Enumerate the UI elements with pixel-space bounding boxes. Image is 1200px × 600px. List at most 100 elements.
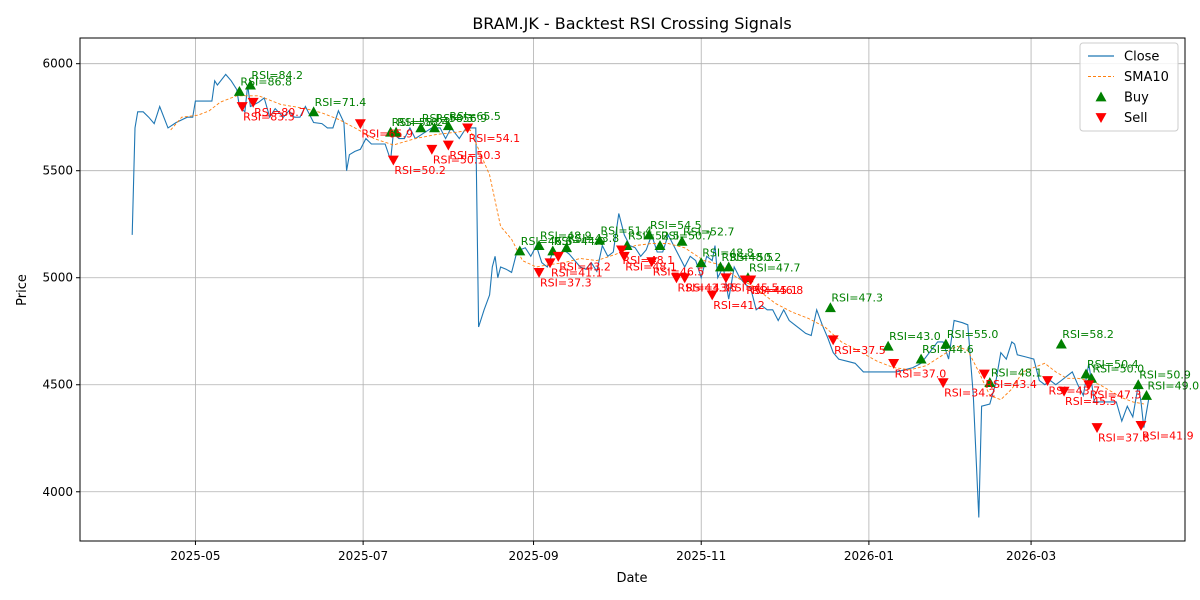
buy-rsi-label: RSI=47.3 bbox=[831, 292, 883, 305]
y-tick-label: 4000 bbox=[42, 485, 73, 499]
sell-marker bbox=[544, 258, 556, 269]
buy-rsi-label: RSI=58.3 bbox=[422, 112, 474, 125]
sell-marker bbox=[978, 369, 990, 380]
buy-marker bbox=[1055, 338, 1067, 349]
buy-rsi-label: RSI=48.5 bbox=[721, 251, 773, 264]
buy-rsi-label: RSI=71.4 bbox=[315, 96, 367, 109]
buy-marker bbox=[654, 240, 666, 251]
buy-marker bbox=[824, 302, 836, 313]
legend-buy-swatch bbox=[1095, 91, 1107, 102]
buy-marker bbox=[233, 86, 245, 96]
sell-rsi-label: RSI=80.7 bbox=[254, 106, 306, 119]
buy-marker bbox=[308, 106, 320, 117]
sell-marker bbox=[552, 251, 564, 262]
sell-marker bbox=[247, 97, 259, 108]
buy-rsi-label: RSI=50.9 bbox=[1139, 369, 1191, 382]
sell-rsi-label: RSI=34.2 bbox=[944, 387, 996, 400]
buy-marker bbox=[244, 79, 256, 90]
plot-frame bbox=[79, 37, 1186, 542]
sell-rsi-label: RSI=43.2 bbox=[559, 260, 611, 273]
buy-rsi-label: RSI=43.0 bbox=[889, 330, 941, 343]
buy-marker bbox=[643, 229, 655, 240]
buy-rsi-label: RSI=48.9 bbox=[540, 230, 592, 243]
sell-rsi-label: RSI=50.1 bbox=[433, 153, 485, 166]
buy-marker bbox=[1141, 389, 1153, 400]
sell-rsi-label: RSI=37.5 bbox=[834, 344, 886, 357]
buy-rsi-label: RSI=47.7 bbox=[749, 262, 801, 275]
buy-marker bbox=[1080, 368, 1092, 379]
x-axis-label: Date bbox=[616, 571, 647, 586]
legend-sell-swatch bbox=[1095, 113, 1107, 123]
buy-rsi-label: RSI=50.4 bbox=[1087, 358, 1139, 371]
buy-marker bbox=[915, 353, 927, 364]
sell-marker bbox=[706, 290, 718, 301]
buy-marker bbox=[723, 261, 735, 272]
sell-marker bbox=[442, 140, 454, 151]
sell-marker bbox=[426, 144, 438, 155]
chart-title: BRAM.JK - Backtest RSI Crossing Signals bbox=[472, 14, 791, 33]
buy-rsi-label: RSI=44.6 bbox=[922, 343, 974, 356]
sell-rsi-label: RSI=45.5 bbox=[727, 282, 779, 295]
sell-marker bbox=[670, 273, 682, 284]
sell-rsi-label: RSI=43.5 bbox=[686, 282, 738, 295]
buy-marker bbox=[714, 261, 726, 272]
buy-marker bbox=[561, 242, 573, 253]
sell-rsi-label: RSI=50.3 bbox=[449, 149, 501, 162]
buy-marker bbox=[1086, 372, 1098, 383]
sell-rsi-label: RSI=46.8 bbox=[752, 284, 804, 297]
legend-label: Sell bbox=[1124, 111, 1147, 126]
sell-marker bbox=[236, 102, 248, 112]
buy-rsi-label: RSI=48.8 bbox=[702, 247, 754, 260]
x-tick-label: 2025-07 bbox=[338, 549, 388, 563]
buy-rsi-label: RSI=65.5 bbox=[449, 110, 501, 123]
x-tick-label: 2025-11 bbox=[676, 549, 726, 563]
x-tick-label: 2025-09 bbox=[508, 549, 558, 563]
buy-marker bbox=[390, 126, 402, 137]
sell-marker bbox=[1083, 380, 1095, 391]
sell-rsi-label: RSI=45.1 bbox=[746, 284, 798, 297]
buy-rsi-label: RSI=51.4 bbox=[601, 224, 653, 237]
sell-rsi-label: RSI=50.2 bbox=[394, 164, 446, 177]
sell-marker bbox=[462, 123, 474, 134]
legend-label: Buy bbox=[1124, 91, 1149, 106]
sell-marker bbox=[937, 378, 949, 389]
y-axis-label: Price bbox=[15, 274, 30, 306]
buy-rsi-label: RSI=46.6 bbox=[521, 235, 573, 248]
buy-marker bbox=[514, 245, 526, 256]
buy-marker bbox=[429, 122, 441, 133]
buy-rsi-label: RSI=52.7 bbox=[683, 225, 735, 238]
sell-marker bbox=[1058, 386, 1070, 397]
sma10-line bbox=[170, 95, 1144, 405]
sell-rsi-label: RSI=37.8 bbox=[1098, 432, 1150, 445]
sell-marker bbox=[679, 273, 691, 284]
sell-rsi-label: RSI=65.9 bbox=[361, 128, 413, 141]
buy-marker bbox=[940, 338, 952, 349]
plot-content: RSI=86.8RSI=84.2RSI=71.4RSI=58.2RSI=58.4… bbox=[131, 69, 1199, 518]
buy-marker bbox=[533, 240, 545, 251]
sell-rsi-label: RSI=83.3 bbox=[243, 110, 295, 123]
y-tick-label: 6000 bbox=[42, 57, 73, 71]
sell-rsi-label: RSI=41.2 bbox=[713, 299, 765, 312]
sell-marker bbox=[827, 335, 839, 346]
sell-marker bbox=[888, 358, 900, 369]
y-tick-label: 4500 bbox=[42, 378, 73, 392]
y-axis-ticks: 4000 4500 5000 5500 6000 bbox=[42, 57, 80, 499]
sell-marker bbox=[616, 245, 628, 256]
sell-marker bbox=[387, 155, 399, 166]
buy-rsi-label: RSI=55.0 bbox=[947, 328, 999, 341]
buy-rsi-label: RSI=58.2 bbox=[1062, 328, 1114, 341]
buy-rsi-label: RSI=50.2 bbox=[730, 251, 782, 264]
buy-marker bbox=[882, 340, 894, 351]
sell-rsi-label: RSI=41.9 bbox=[1142, 429, 1194, 442]
sell-marker bbox=[354, 119, 366, 130]
buy-rsi-label: RSI=43.8 bbox=[568, 232, 620, 245]
buy-marker bbox=[442, 120, 454, 131]
sell-rsi-label: RSI=46.5 bbox=[653, 266, 705, 279]
sell-rsi-label: RSI=37.3 bbox=[540, 276, 592, 289]
close-line bbox=[131, 73, 1150, 518]
sell-marker bbox=[1091, 423, 1103, 434]
sell-rsi-label: RSI=37.0 bbox=[895, 367, 947, 380]
buy-marker bbox=[1132, 379, 1144, 390]
y-tick-label: 5000 bbox=[42, 271, 73, 285]
